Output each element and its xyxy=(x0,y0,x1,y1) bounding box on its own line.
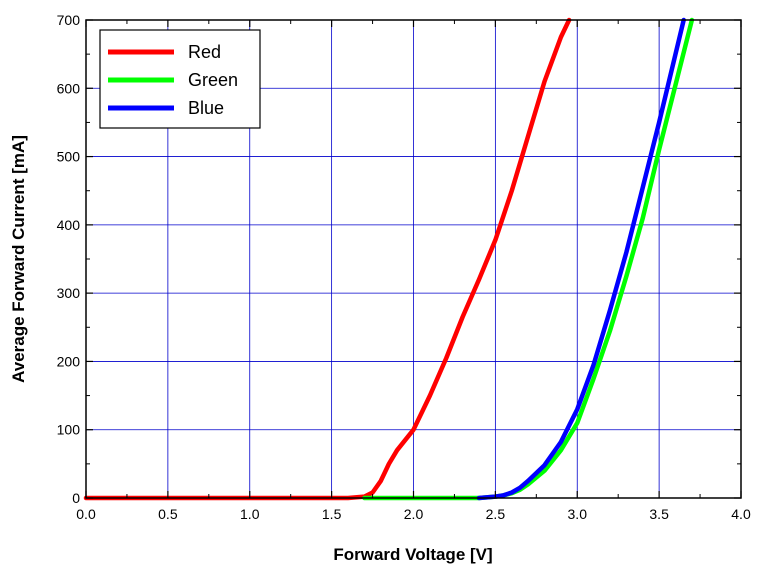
x-tick-label: 1.0 xyxy=(240,506,260,522)
series-line-blue xyxy=(476,17,686,501)
x-tick-labels: 0.0 0.5 1.0 1.5 2.0 2.5 3.0 3.5 4.0 xyxy=(76,506,751,522)
y-tick-label: 700 xyxy=(57,12,81,28)
x-tick-label: 4.0 xyxy=(731,506,751,522)
y-tick-label: 400 xyxy=(57,217,81,233)
grid-lines xyxy=(86,20,741,498)
y-tick-label: 200 xyxy=(57,353,81,369)
x-axis-title: Forward Voltage [V] xyxy=(333,545,492,564)
y-axis-title: Average Forward Current [mA] xyxy=(9,135,28,383)
plot-series xyxy=(83,17,695,501)
y-tick-label: 300 xyxy=(57,285,81,301)
y-tick-label: 600 xyxy=(57,80,81,96)
legend: Red Green Blue xyxy=(99,29,261,129)
x-tick-label: 1.5 xyxy=(322,506,342,522)
y-tick-label: 100 xyxy=(57,422,81,438)
x-tick-label: 2.5 xyxy=(486,506,506,522)
y-tick-labels: 0 100 200 300 400 500 600 700 xyxy=(57,12,81,506)
x-tick-label: 0.0 xyxy=(76,506,96,522)
legend-label-blue: Blue xyxy=(188,98,224,118)
x-tick-label: 3.0 xyxy=(568,506,588,522)
legend-label-red: Red xyxy=(188,42,221,62)
x-tick-label: 3.5 xyxy=(649,506,669,522)
x-tick-label: 0.5 xyxy=(158,506,178,522)
y-tick-label: 500 xyxy=(57,149,81,165)
y-tick-label: 0 xyxy=(72,490,80,506)
legend-label-green: Green xyxy=(188,70,238,90)
x-tick-label: 2.0 xyxy=(404,506,424,522)
axis-ticks xyxy=(85,19,742,499)
